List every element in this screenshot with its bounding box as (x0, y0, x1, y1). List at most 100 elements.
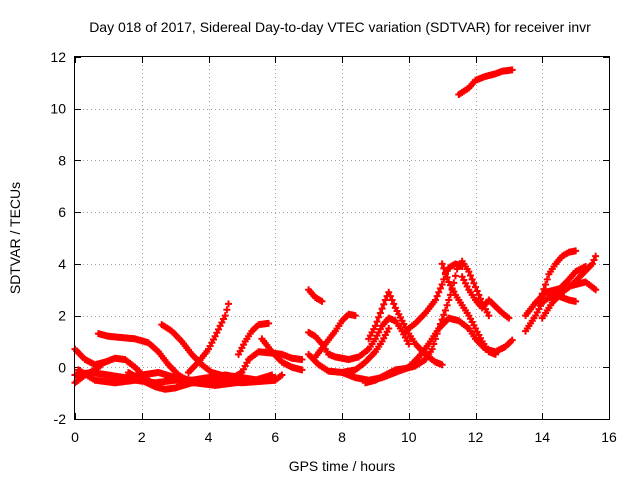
data-point (588, 260, 596, 268)
x-tick-label: 14 (534, 429, 550, 445)
data-point (458, 262, 466, 270)
data-point (535, 299, 543, 307)
data-point (537, 294, 545, 302)
series-arc-8 (184, 300, 233, 376)
data-point (508, 336, 516, 344)
data-point (590, 256, 598, 264)
series-arc-13 (305, 314, 413, 364)
data-point (472, 283, 479, 291)
y-tick-label: -2 (54, 411, 67, 427)
data-point (466, 271, 474, 279)
data-point (386, 292, 394, 300)
y-tick-label: 6 (58, 204, 66, 220)
data-point (373, 318, 381, 326)
data-point (351, 312, 359, 320)
data-point (265, 319, 273, 327)
data-point (318, 297, 326, 305)
data-point (441, 269, 449, 277)
data-point (435, 325, 443, 332)
data-point (221, 312, 229, 320)
series-arc-25 (535, 247, 580, 307)
y-tick-label: 10 (50, 101, 66, 117)
data-point (431, 335, 439, 343)
data-point (445, 296, 453, 304)
x-tick-label: 16 (601, 429, 617, 445)
data-point (438, 281, 446, 289)
data-point (473, 287, 481, 295)
x-tick-label: 4 (205, 429, 213, 445)
chart-title: Day 018 of 2017, Sidereal Day-to-day VTE… (89, 19, 591, 35)
y-axis-title: SDTVAR / TECUs (7, 182, 23, 294)
data-point (470, 279, 478, 287)
data-point (540, 285, 548, 293)
x-tick-label: 10 (401, 429, 417, 445)
data-point (438, 315, 446, 323)
series-arc-5 (94, 330, 223, 387)
data-point (508, 66, 516, 74)
series-arc-21 (458, 273, 513, 322)
data-point (298, 366, 306, 374)
data-point (405, 340, 413, 348)
data-point (223, 306, 231, 314)
data-point (505, 314, 513, 322)
series-arc-27 (545, 262, 590, 301)
data-point (298, 356, 306, 364)
x-tick-label: 2 (138, 429, 146, 445)
data-point (475, 291, 483, 299)
data-point (542, 281, 550, 289)
data-point (428, 345, 436, 353)
data-point (436, 284, 444, 292)
x-tick-label: 12 (468, 429, 484, 445)
series-arc-7 (158, 321, 246, 382)
series-arc-9 (235, 319, 273, 358)
data-point (572, 297, 580, 305)
data-point (388, 296, 396, 304)
data-point (468, 275, 476, 283)
x-tick-label: 0 (71, 429, 79, 445)
data-point (371, 322, 379, 330)
data-point (438, 361, 446, 369)
data-point (592, 286, 600, 294)
series-arc-20 (438, 260, 500, 358)
data-point (375, 313, 383, 321)
data-point (443, 273, 451, 281)
data-point (278, 371, 286, 379)
data-point (582, 262, 590, 270)
data-point (543, 275, 551, 283)
data-point (538, 290, 546, 298)
y-tick-label: 8 (58, 152, 66, 168)
data-point (451, 272, 459, 280)
data-point (492, 350, 500, 358)
data-point (440, 311, 448, 319)
y-tick-labels: -2 0 2 4 6 8 10 12 (50, 49, 66, 427)
data-point (433, 330, 441, 338)
x-tick-labels: 0 2 4 6 8 10 12 14 16 (71, 429, 617, 445)
data-point (385, 325, 393, 332)
series-arc-11 (258, 335, 306, 374)
data-point (436, 320, 444, 328)
data-point (378, 305, 386, 313)
data-point (592, 252, 600, 260)
x-tick-label: 6 (271, 429, 279, 445)
data-point (430, 340, 438, 348)
data-point (98, 361, 106, 369)
data-point (380, 300, 388, 308)
grid (75, 57, 609, 419)
data-point (433, 292, 441, 300)
data-point (376, 309, 384, 317)
data-point (385, 288, 393, 296)
data-point (441, 306, 449, 314)
data-point (225, 300, 233, 308)
plot-frame (74, 56, 610, 420)
data-point (438, 260, 446, 268)
series-arc-10 (225, 348, 306, 384)
y-tick-label: 2 (58, 308, 66, 324)
y-tick-label: 0 (58, 359, 66, 375)
data-point (572, 247, 580, 255)
series-arc-15 (311, 310, 359, 361)
series-arc-12 (305, 286, 326, 305)
data-point (431, 296, 439, 304)
ticks (75, 57, 610, 420)
data-point (443, 301, 451, 309)
